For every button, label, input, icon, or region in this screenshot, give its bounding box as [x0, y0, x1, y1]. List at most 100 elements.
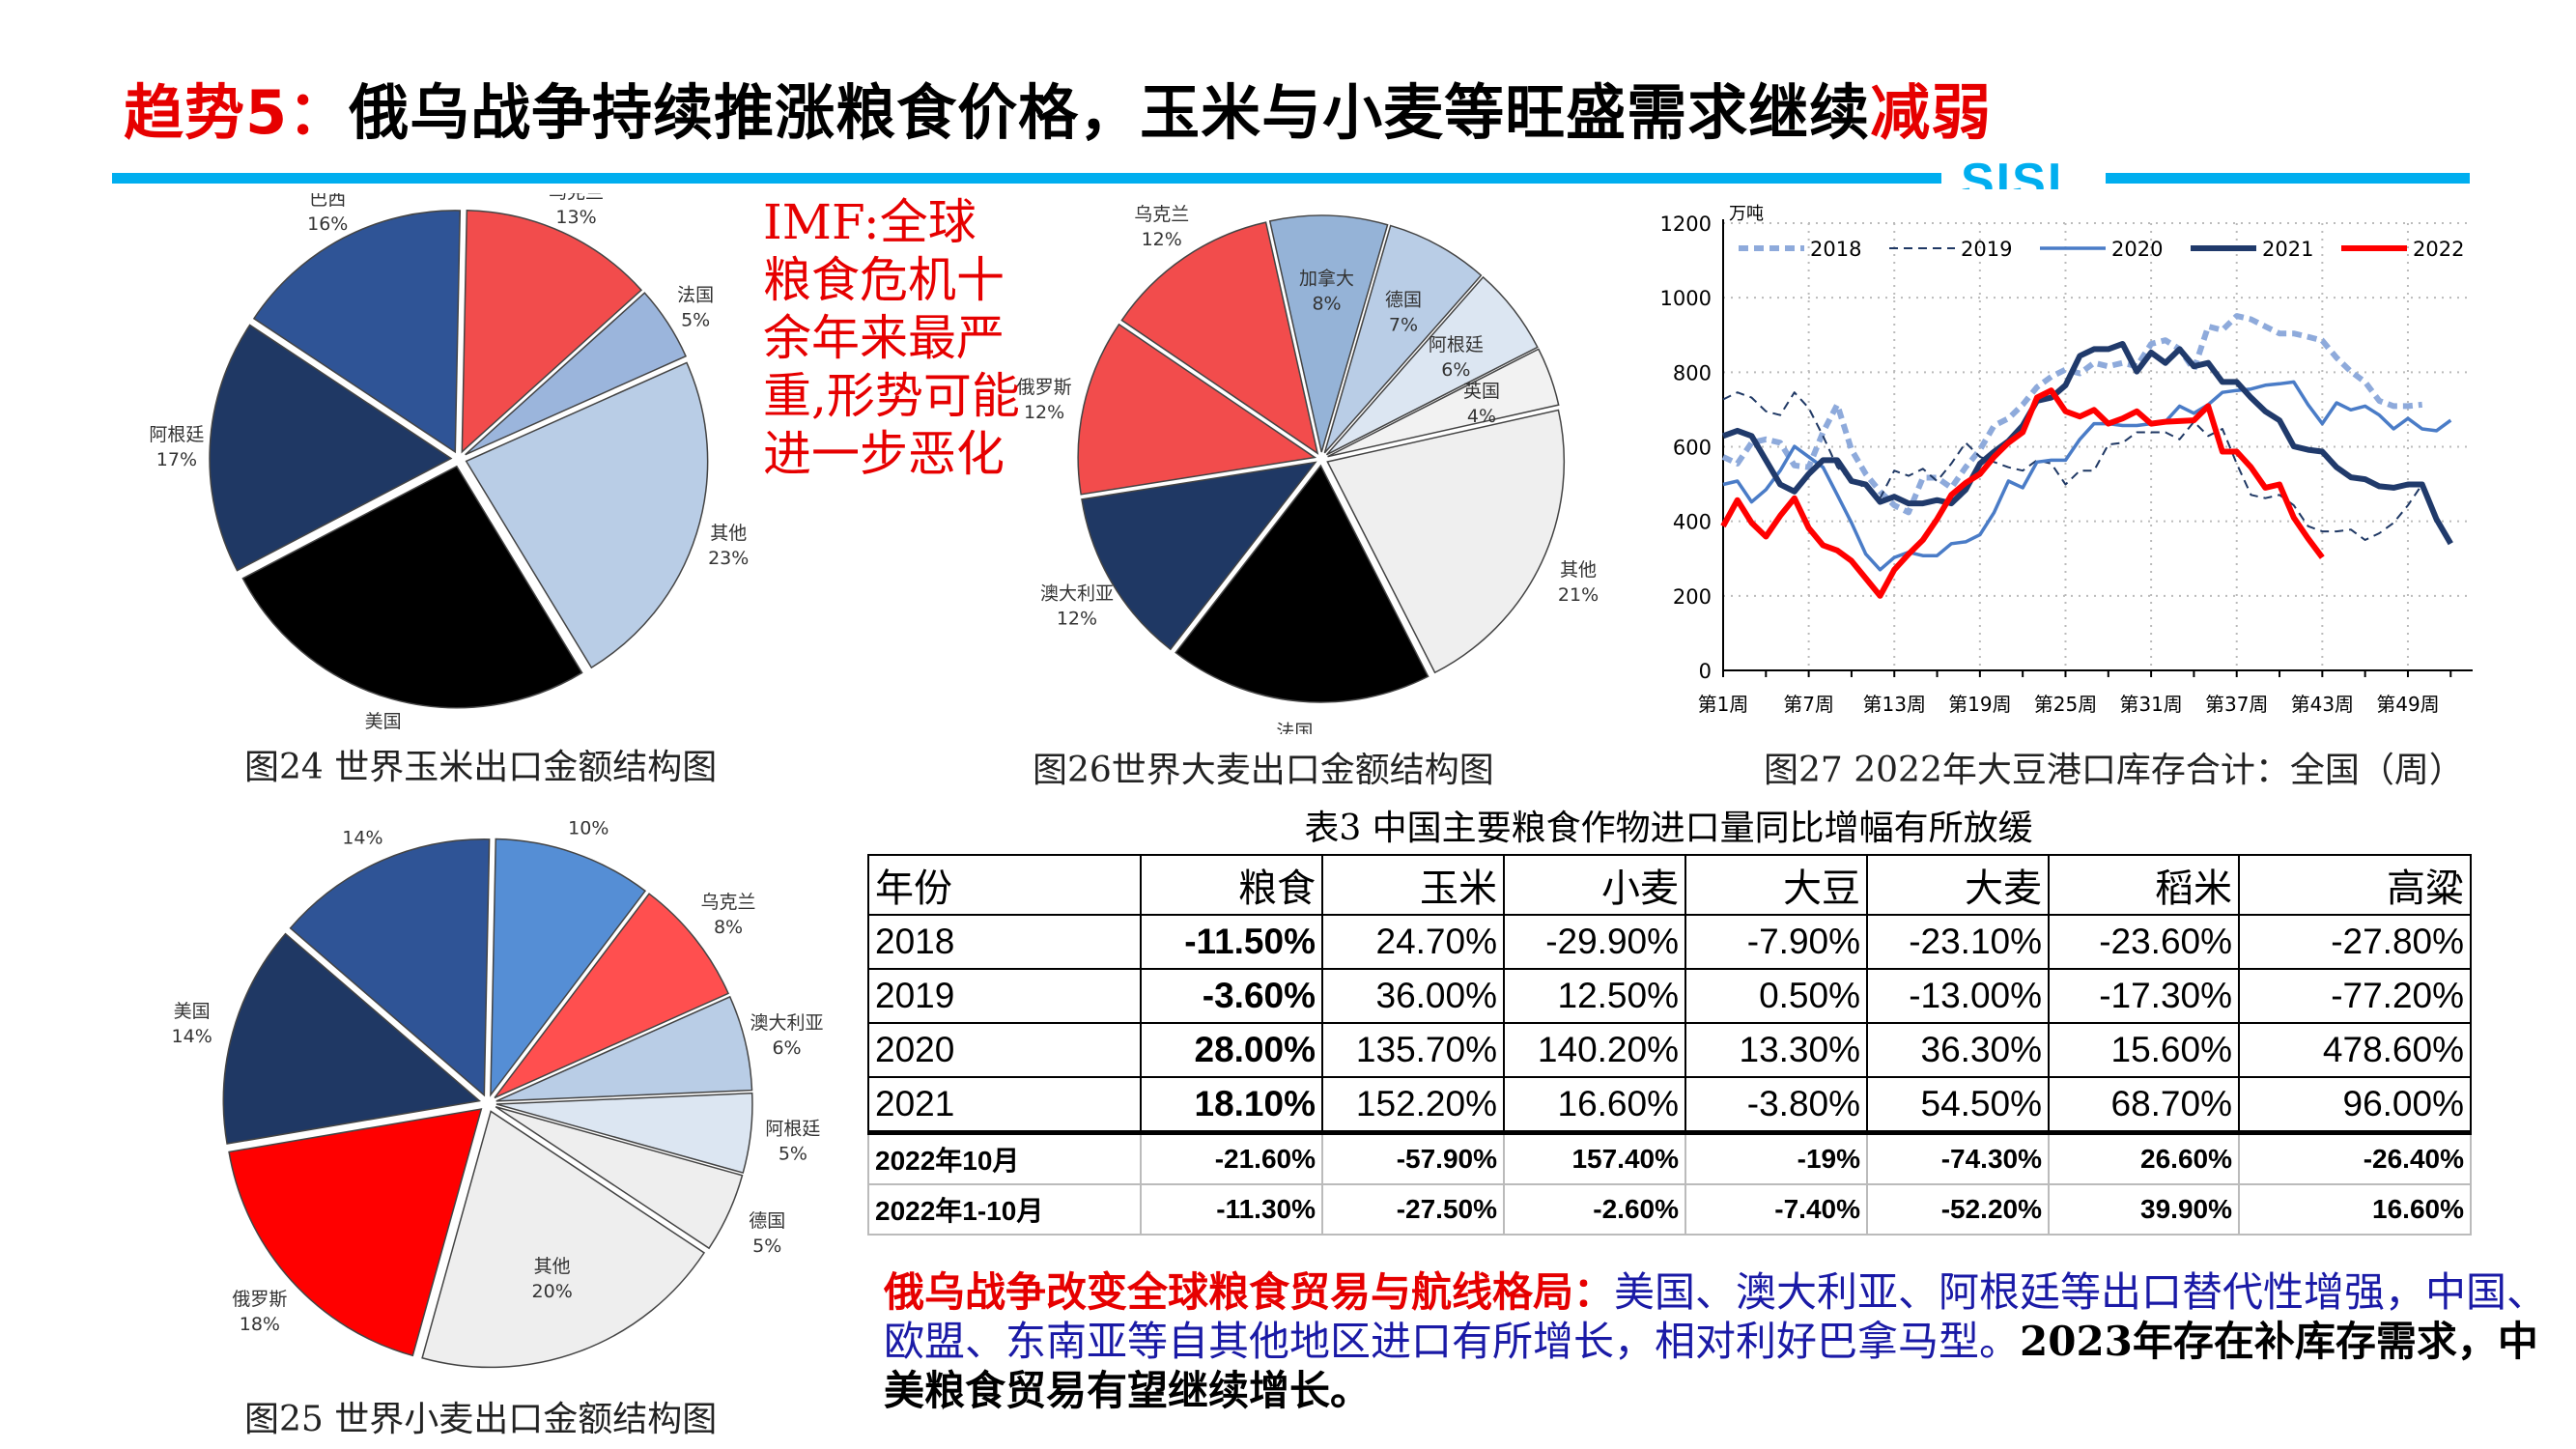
- table-cell: 2018: [867, 914, 1142, 970]
- table-cell: -13.00%: [1866, 968, 2050, 1024]
- pie-slice-加拿大: [289, 838, 491, 1097]
- table-row: 2019 -3.60% 36.00% 12.50% 0.50% -13.00% -17.30…: [867, 968, 2472, 1024]
- table-cell: -11.30%: [1140, 1183, 1323, 1236]
- table-cell: 24.70%: [1321, 914, 1505, 970]
- pie-value: 20%: [532, 1281, 573, 1302]
- table-header-cell: 玉米: [1321, 854, 1505, 916]
- pie-value: 16%: [307, 213, 348, 235]
- pie-value: 14%: [172, 1026, 212, 1047]
- pie-value: 8%: [1312, 294, 1341, 315]
- summary-conclusion: 2023年存在补库存需求，中美粮食贸易有望继续增长。: [884, 1318, 2538, 1414]
- table-cell: 16.60%: [1503, 1076, 1686, 1134]
- table-cell: -11.50%: [1140, 914, 1323, 970]
- table-cell: -17.30%: [2048, 968, 2240, 1024]
- pie-label: 阿根廷: [149, 424, 204, 445]
- pie-slice-澳大利亚: [1081, 461, 1317, 651]
- pie-label: 乌克兰: [1134, 204, 1189, 225]
- table-cell: -3.60%: [1140, 968, 1323, 1024]
- pie-value: 10%: [568, 821, 609, 839]
- caption-fig25: 图25 世界小麦出口金额结构图: [244, 1400, 718, 1439]
- pie-slice-俄罗斯: [228, 1108, 483, 1357]
- pie-label: 阿根廷: [1429, 334, 1484, 355]
- pie-slice-美国: [222, 932, 482, 1145]
- x-tick-label: 第37周: [2205, 693, 2268, 716]
- table-header-cell: 稻米: [2048, 854, 2240, 916]
- pie-label: 其他: [1560, 559, 1597, 581]
- pie-label: 英国: [1463, 381, 1500, 402]
- table-cell: -23.10%: [1866, 914, 2050, 970]
- series-line-2022: [1720, 387, 2325, 599]
- caption-fig26: 图26世界大麦出口金额结构图: [1033, 751, 1494, 790]
- table-header-cell: 大豆: [1684, 854, 1868, 916]
- pie-value: 5%: [681, 309, 710, 330]
- pie-label: 其他: [710, 523, 747, 544]
- sisi-logo: SISI: [1961, 154, 2064, 189]
- y-tick-label: 800: [1673, 361, 1712, 384]
- pie-slice-澳大利亚: [495, 995, 753, 1102]
- pie-slice-其他: [421, 1110, 706, 1369]
- header-rule-left: [112, 173, 1941, 184]
- pie-value: 14%: [342, 828, 382, 849]
- pie-label: 乌克兰: [549, 193, 604, 203]
- legend-label: 2021: [2262, 238, 2313, 261]
- pie-slice-法国: [490, 838, 647, 1097]
- legend-label: 2018: [1810, 238, 1861, 261]
- page-title: 趋势5：俄乌战争持续推涨粮食价格，玉米与小麦等旺盛需求继续减弱: [124, 64, 1992, 151]
- y-unit-label: 万吨: [1729, 204, 1764, 224]
- pie-label: 加拿大: [335, 821, 390, 824]
- pie-value: 4%: [1467, 406, 1496, 427]
- barley-export-pie-chart: 加拿大8%德国7%阿根廷6%英国4%其他21%法国18%澳大利亚12%俄罗斯12…: [1017, 204, 1599, 734]
- table-cell: 152.20%: [1321, 1076, 1505, 1134]
- table-cell: 140.20%: [1503, 1022, 1686, 1078]
- table-cell: 15.60%: [2048, 1022, 2240, 1078]
- table-cell: -2.60%: [1503, 1183, 1686, 1236]
- table-cell: -19%: [1684, 1130, 1868, 1185]
- pie-label: 法国: [1276, 722, 1313, 734]
- table-cell: 68.70%: [2048, 1076, 2240, 1134]
- pie-label: 澳大利亚: [1040, 583, 1114, 605]
- pie-slice-英国: [1327, 348, 1560, 458]
- pie-label: 巴西: [309, 193, 346, 210]
- x-tick-label: 第43周: [2291, 693, 2354, 716]
- pie-value: 6%: [1441, 359, 1470, 381]
- table-cell: -7.90%: [1684, 914, 1868, 970]
- summary-body: 美国、澳大利亚、阿根廷等出口替代性增强，中国、欧盟、东南亚等自其他地区进口有所增…: [884, 1268, 2548, 1365]
- table-cell: 16.60%: [2238, 1183, 2472, 1236]
- table-cell: -3.80%: [1684, 1076, 1868, 1134]
- table-cell: 54.50%: [1866, 1076, 2050, 1134]
- table-row: 2018 -11.50% 24.70% -29.90% -7.90% -23.10% -23…: [867, 914, 2472, 970]
- pie-value: 5%: [778, 1143, 807, 1164]
- table-header-row: 年份 粮食 玉米 小麦 大豆 大麦 稻米 高粱: [867, 854, 2472, 916]
- title-prefix: 趋势5：: [124, 77, 350, 148]
- pie-label: 澳大利亚: [750, 1012, 824, 1034]
- pie-slice-法国: [1175, 464, 1430, 703]
- pie-slice-德国: [495, 1106, 744, 1250]
- pie-label: 其他: [534, 1256, 571, 1277]
- y-tick-label: 0: [1699, 660, 1712, 683]
- legend-label: 2019: [1961, 238, 2012, 261]
- pie-label: 德国: [1385, 289, 1422, 310]
- pie-value: 13%: [555, 207, 596, 228]
- table-cell: 12.50%: [1503, 968, 1686, 1024]
- table-header-cell: 小麦: [1503, 854, 1686, 916]
- table-cell: 26.60%: [2048, 1130, 2240, 1185]
- y-tick-label: 200: [1673, 585, 1712, 609]
- table-cell: -27.50%: [1321, 1183, 1505, 1236]
- table-cell: -57.90%: [1321, 1130, 1505, 1185]
- x-tick-label: 第19周: [1948, 693, 2011, 716]
- soybean-port-inventory-line-chart: 020040060080010001200第1周 第7周 第13周 第19周 第25周第…: [1660, 204, 2473, 716]
- pie-value: 6%: [772, 1037, 801, 1059]
- x-tick-label: 第1周: [1698, 693, 1749, 716]
- pie-label: 加拿大: [1299, 268, 1354, 290]
- title-suffix: 减弱: [1870, 77, 1993, 148]
- legend-label: 2022: [2413, 238, 2464, 261]
- pie-slice-阿根廷: [1325, 275, 1539, 456]
- pie-label: 俄罗斯: [1017, 377, 1072, 398]
- table-cell: 18.10%: [1140, 1076, 1323, 1134]
- pie-slice-乌克兰: [461, 210, 643, 454]
- table-cell: -23.60%: [2048, 914, 2240, 970]
- pie-slice-美国: [241, 465, 583, 709]
- table-cell: 36.00%: [1321, 968, 1505, 1024]
- table-row: 2020 28.00% 135.70% 140.20% 13.30% 36.30% 15.6…: [867, 1022, 2472, 1078]
